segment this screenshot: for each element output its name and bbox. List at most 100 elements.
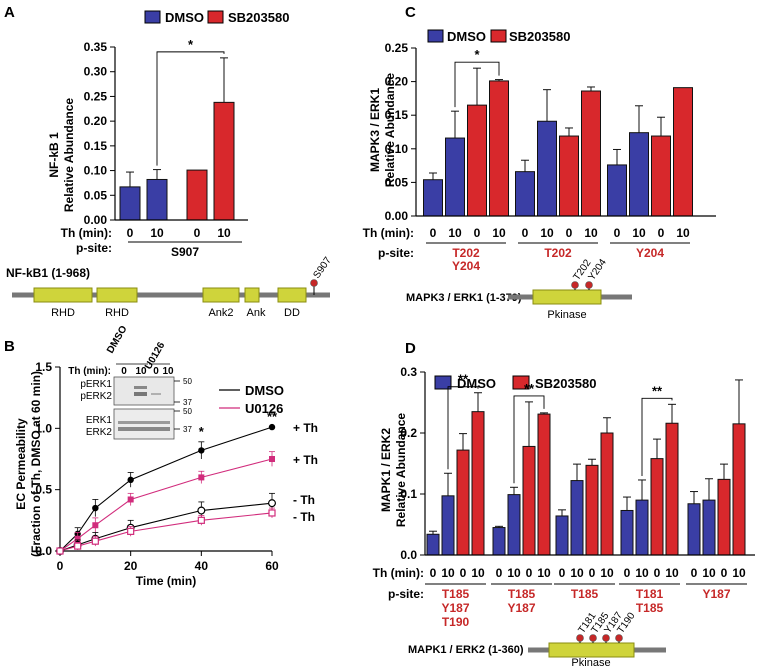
b-series-end-label: + Th [293, 421, 318, 435]
d-th-tick: 10 [600, 566, 614, 580]
panel-d: DMSO SB203580 MAPK1 / ERK2 Relative Abun… [373, 365, 755, 667]
b-sig-star: * [199, 424, 205, 439]
legend-a-sb: SB203580 [228, 10, 289, 25]
d-bar-g3-dmso-10 [635, 499, 649, 556]
d-sig-star: ** [652, 383, 663, 398]
c-ylabel-1: MAPK3 / ERK1 [368, 88, 382, 172]
d-th-tick: 0 [624, 566, 631, 580]
d-domain-pkinase-label: Pkinase [571, 657, 610, 667]
d-th-label: Th (min): [373, 566, 424, 580]
d-group-site-label: Y187 [507, 601, 535, 615]
panel-letter-c: C [405, 4, 416, 21]
d-bar-g2-dmso-10 [570, 480, 584, 556]
b-blot-marker-50a: 50 [183, 377, 192, 386]
b-blot-label-perk2: pERK2 [80, 391, 112, 402]
legend-c-dmso: DMSO [447, 29, 486, 44]
a-ytick-label: 0.15 [84, 139, 108, 153]
b-point-u0126-th [127, 496, 134, 503]
d-ytick-label: 0.1 [400, 487, 417, 501]
c-ytick-label: 0.00 [385, 209, 409, 223]
legend-d-sb-swatch [512, 375, 530, 390]
a-domain-ank2-label: Ank2 [208, 307, 233, 319]
d-group-site-label: Y187 [702, 587, 730, 601]
d-group-site-label: T185 [442, 587, 470, 601]
c-th-tick: 0 [566, 226, 573, 240]
a-th-tick: 0 [127, 226, 134, 240]
a-th-tick: 10 [150, 226, 164, 240]
b-ylabel-1: EC Permeability [14, 418, 28, 510]
a-domain-ank [244, 287, 260, 303]
d-th-tick: 10 [570, 566, 584, 580]
d-sig-bracket [641, 397, 673, 476]
a-sig-star: * [188, 37, 194, 52]
b-xtick-label: 0 [57, 559, 64, 573]
c-th-tick: 10 [632, 226, 646, 240]
a-th-label: Th (min): [61, 226, 112, 240]
d-group-site-label: Y187 [441, 601, 469, 615]
d-bar-g1-sb203580-10 [537, 413, 551, 556]
b-point-dmso-noth [197, 506, 206, 515]
b-legend-u0126: U0126 [245, 401, 283, 416]
b-blot-marker-37b: 37 [183, 425, 192, 434]
c-psite-label: p-site: [378, 246, 414, 260]
d-bar-g3-sb203580-0 [650, 458, 664, 556]
a-ylabel-1: NF-kB 1 [47, 132, 61, 178]
panel-letter-a: A [4, 4, 15, 21]
c-ptm-y204-marker [585, 281, 593, 289]
b-xtick-label: 20 [124, 559, 138, 573]
a-th-tick: 0 [194, 226, 201, 240]
d-bar-g3-sb203580-10 [665, 422, 679, 556]
c-bar-g0-sb203580-0 [467, 104, 487, 217]
panel-letter-d: D [405, 340, 416, 357]
d-ptm-y187-marker [602, 634, 610, 642]
b-series-end-label: + Th [293, 453, 318, 467]
d-th-tick: 0 [589, 566, 596, 580]
b-series-line-0 [59, 426, 273, 552]
d-group-site-label: T185 [571, 587, 599, 601]
d-bar-g2-sb203580-0 [585, 464, 599, 556]
d-th-tick: 10 [441, 566, 455, 580]
legend-c-sb-swatch [490, 29, 507, 43]
b-ylabel-2: (Fraction of Th, DMSO at 60 min) [29, 371, 43, 557]
b-point-u0126-th [74, 535, 81, 542]
b-series-end-label: - Th [293, 493, 315, 507]
b-ytick-label: 1.0 [35, 421, 52, 435]
panel-letter-b: B [4, 338, 15, 355]
d-ptm-t185-marker [589, 634, 597, 642]
d-bar-g4-dmso-10 [702, 499, 716, 556]
c-th-label: Th (min): [363, 226, 414, 240]
d-bar-g2-sb203580-10 [600, 432, 614, 556]
c-bar-g2-sb203580-10 [673, 87, 693, 217]
c-sig-bracket [454, 61, 500, 108]
d-th-tick: 10 [732, 566, 746, 580]
legend-a-sb-swatch [207, 10, 224, 24]
legend-d-dmso: DMSO [457, 376, 496, 391]
c-group-site-label: T202 [544, 246, 572, 260]
d-bar-g0-sb203580-10 [471, 411, 485, 556]
b-blot-lane-2: 10 [135, 366, 147, 377]
b-blot-top-membrane [113, 376, 175, 406]
a-ytick-label: 0.05 [84, 188, 108, 202]
d-th-tick: 10 [702, 566, 716, 580]
c-bar-g2-sb203580-0 [651, 135, 671, 217]
d-th-tick: 10 [537, 566, 551, 580]
d-sig-bracket [447, 386, 479, 470]
legend-c-sb: SB203580 [509, 29, 570, 44]
d-th-tick: 0 [559, 566, 566, 580]
b-point-u0126-noth [91, 537, 99, 545]
a-domain-dd-label: DD [284, 307, 300, 319]
b-blot-lane-4: 10 [162, 366, 174, 377]
d-th-tick: 0 [526, 566, 533, 580]
d-th-tick: 10 [471, 566, 485, 580]
d-sig-star: ** [524, 381, 535, 396]
d-ptm-t181-marker [576, 634, 584, 642]
c-domain-pkinase-label: Pkinase [547, 309, 586, 321]
b-point-dmso-noth [268, 499, 277, 508]
b-blot-band-perk2-u [151, 393, 161, 395]
c-th-tick: 10 [676, 226, 690, 240]
d-bar-g4-sb203580-0 [717, 478, 731, 556]
c-ptm-y204-label: Y204 [586, 257, 609, 283]
c-th-tick: 10 [540, 226, 554, 240]
legend-c-dmso-swatch [427, 29, 444, 43]
b-blot-label-perk1: pERK1 [80, 379, 112, 390]
